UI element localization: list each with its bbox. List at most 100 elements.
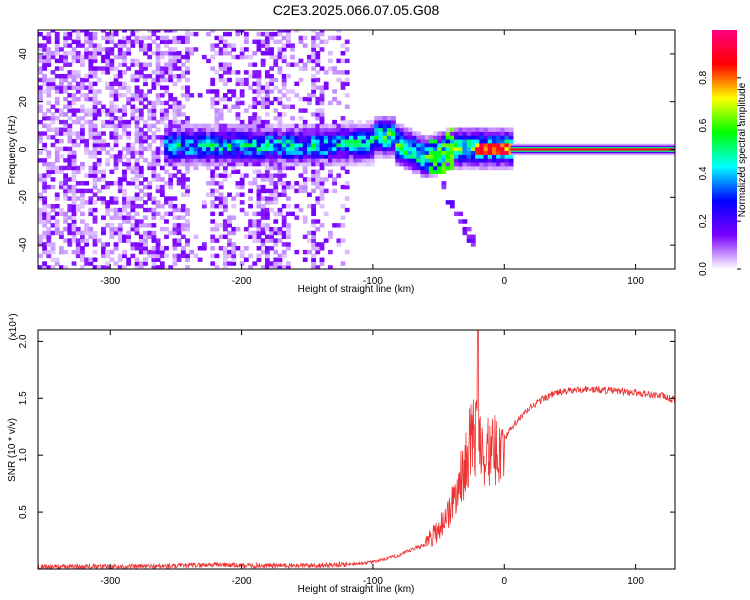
spectrogram-cell — [122, 161, 127, 167]
spectrogram-cell — [143, 177, 148, 182]
spectrogram-cell — [302, 96, 308, 102]
spectrogram-cell — [92, 70, 98, 75]
spectrogram-cell — [483, 150, 489, 155]
spectrogram-cell — [109, 85, 115, 90]
spectrogram-cell — [155, 177, 161, 182]
spectrogram-cell — [159, 112, 165, 117]
spectrogram-cell — [332, 150, 338, 155]
spectrogram-cell — [71, 30, 77, 33]
spectrogram-cell — [222, 146, 228, 152]
spectrogram-cell — [218, 96, 224, 102]
spectrogram-cell — [113, 165, 119, 171]
spectrogram-cell — [159, 51, 165, 56]
spectrogram-cell — [269, 158, 274, 163]
spectrogram-cell — [277, 181, 283, 186]
spectrogram-cell — [470, 150, 476, 155]
spectrogram-cell — [206, 154, 211, 159]
spectrogram-cell — [285, 35, 291, 41]
spectrogram-cell — [218, 181, 224, 186]
spectrogram-cell — [38, 215, 43, 220]
spectrogram-cell — [500, 131, 506, 136]
spectrogram-cell — [185, 123, 190, 129]
spectrogram-cell — [151, 138, 157, 144]
spectrogram-cell — [252, 138, 258, 144]
spectrogram-cell — [80, 257, 85, 262]
spectrogram-cell — [50, 119, 56, 125]
spectrogram-cell — [235, 142, 241, 148]
spectrogram-cell — [147, 142, 153, 148]
spectrogram-cell — [59, 207, 64, 213]
spectrogram-cell — [155, 249, 161, 255]
spectrogram-cell — [374, 119, 380, 125]
spectrogram-cell — [222, 127, 228, 132]
spectrogram-cell — [67, 100, 73, 106]
spectrogram-cell — [311, 93, 316, 98]
spectrogram-cell — [67, 207, 73, 213]
spectrogram-cell — [311, 158, 316, 163]
spectrogram-cell — [113, 196, 119, 201]
spectrogram-cell — [260, 203, 266, 209]
x-tick-label: -300 — [100, 576, 120, 587]
spectrogram-cell — [155, 96, 161, 102]
spectrogram-cell — [54, 223, 60, 228]
spectrogram-cell — [248, 123, 253, 129]
spectrogram-cell — [189, 138, 195, 144]
spectrogram-cell — [306, 230, 312, 236]
spectrogram-cell — [180, 161, 186, 167]
spectrogram-cell — [168, 203, 174, 209]
spectrogram-cell — [227, 223, 232, 228]
spectrogram-cell — [441, 138, 447, 144]
spectrogram-cell — [80, 104, 85, 109]
spectrogram-cell — [134, 150, 140, 155]
spectrogram-cell — [395, 138, 401, 144]
spectrogram-cell — [185, 135, 190, 140]
x-tick-label: 100 — [627, 576, 644, 587]
spectrogram-cell — [327, 66, 333, 71]
spectrogram-cell — [54, 108, 60, 113]
spectrogram-cell — [176, 77, 182, 83]
spectrogram-cell — [92, 150, 98, 155]
spectrogram-cell — [88, 51, 94, 56]
spectrogram-cell — [273, 62, 279, 67]
spectrogram-cell — [151, 154, 157, 159]
spectrogram-cell — [340, 146, 346, 152]
spectrogram-cell — [88, 165, 94, 171]
spectrogram-cell — [374, 154, 380, 159]
spectrogram-cell — [479, 142, 485, 148]
spectrogram-cell — [256, 253, 262, 259]
spectrogram-cell — [332, 135, 338, 140]
spectrogram-cell — [172, 142, 178, 148]
spectrogram-cell — [260, 238, 266, 243]
spectrogram-cell — [269, 127, 274, 132]
spectrogram-cell — [277, 89, 283, 94]
spectrogram-cell — [201, 135, 207, 140]
spectrogram-cell — [231, 43, 237, 48]
spectrogram-cell — [185, 96, 190, 102]
spectrogram-cell — [67, 177, 73, 182]
spectrogram-cell — [349, 146, 354, 152]
spectrogram-cell — [420, 161, 426, 167]
spectrogram-cell — [92, 131, 98, 136]
spectrogram-cell — [399, 131, 405, 136]
spectrogram-cell — [50, 54, 56, 60]
spectrogram-cell — [395, 123, 401, 129]
spectrogram-cell — [462, 226, 468, 232]
spectrogram-cell — [319, 100, 325, 106]
spectrogram-cell — [273, 192, 279, 197]
spectrogram-cell — [42, 219, 48, 224]
spectrogram-cell — [159, 215, 165, 220]
spectrogram-cell — [222, 135, 228, 140]
spectrogram-cell — [84, 51, 90, 56]
spectrogram-cell — [42, 158, 48, 163]
spectrogram-cell — [109, 116, 115, 121]
spectrogram-cell — [46, 165, 52, 171]
spectrogram-cell — [176, 123, 182, 129]
spectrogram-cell — [332, 66, 338, 71]
spectrogram-cell — [344, 123, 350, 129]
spectrogram-cells — [38, 30, 675, 269]
spectrogram-cell — [59, 58, 64, 64]
spectrogram-cell — [46, 249, 52, 255]
spectrogram-cell — [508, 158, 514, 163]
spectrogram-cell — [256, 89, 262, 94]
spectrogram-cell — [71, 73, 77, 79]
